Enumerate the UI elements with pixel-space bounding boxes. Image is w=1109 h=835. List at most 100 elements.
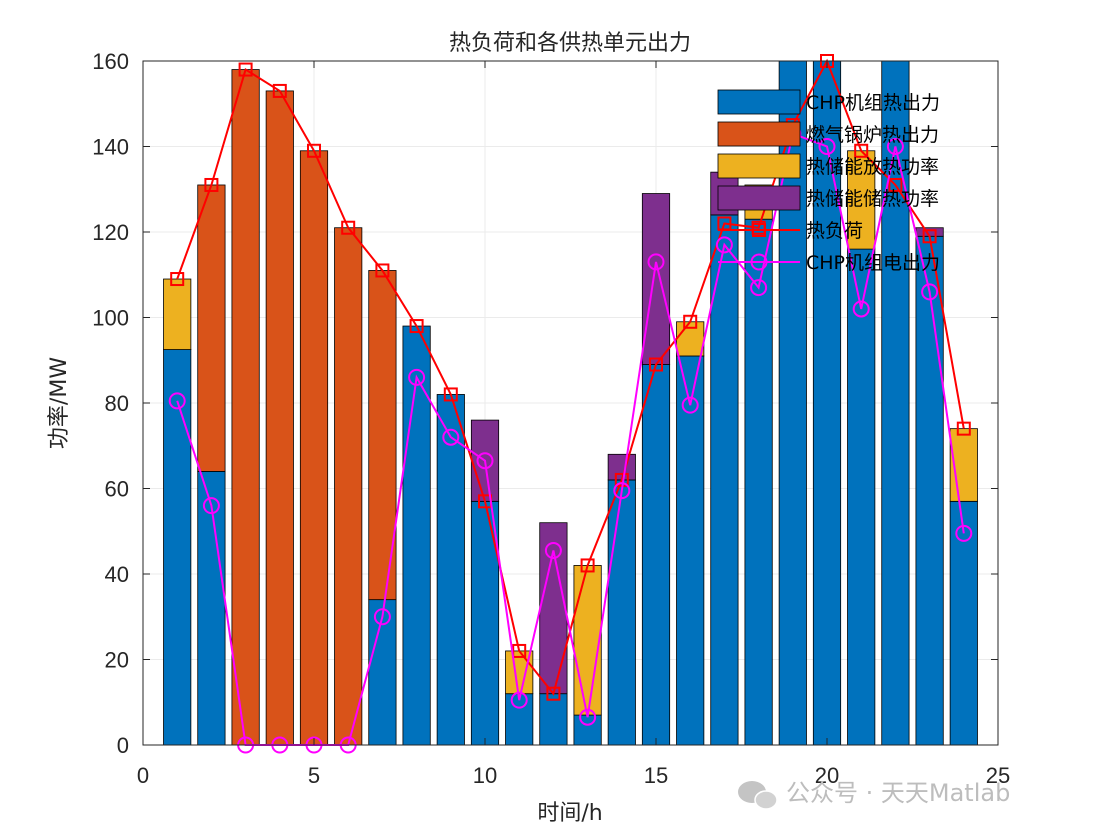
legend-label: 燃气锅炉热出力	[806, 124, 939, 146]
bar-segment	[197, 470, 226, 746]
bar-segment	[915, 235, 944, 746]
x-tick-label: 25	[986, 763, 1010, 788]
chart-title: 热负荷和各供热单元出力	[449, 31, 691, 56]
data-point-circle	[373, 608, 391, 626]
y-tick-label: 20	[105, 648, 129, 673]
data-point-square	[341, 220, 356, 235]
data-point-circle	[852, 300, 870, 318]
bar-segment	[368, 270, 397, 601]
data-point-circle	[715, 236, 733, 254]
y-tick-label: 120	[92, 220, 129, 245]
data-point-circle	[750, 279, 768, 297]
data-point-square	[443, 387, 458, 402]
bar-segment	[641, 193, 671, 365]
bar-segment	[607, 479, 636, 746]
data-point-square	[649, 357, 663, 372]
y-tick-label: 100	[92, 306, 129, 331]
bar-segment	[641, 364, 671, 746]
bars	[163, 60, 978, 746]
bar-segment	[402, 325, 431, 746]
data-point-square	[956, 421, 971, 436]
data-point-circle	[168, 392, 186, 410]
bar-segment	[197, 184, 226, 472]
bar-segment	[539, 693, 568, 746]
legend-label: CHP机组电出力	[806, 252, 940, 274]
data-point-circle	[408, 368, 426, 386]
data-point-square	[922, 229, 937, 244]
legend-swatch	[717, 185, 801, 211]
data-point-circle	[681, 396, 699, 414]
data-point-circle	[202, 497, 220, 515]
data-point-square	[512, 643, 527, 658]
bar-segment	[163, 278, 192, 350]
bar-segment	[607, 453, 636, 481]
legend-swatch	[717, 89, 801, 115]
data-point-circle	[442, 428, 460, 446]
data-point-square	[854, 143, 869, 158]
x-tick-label: 5	[308, 763, 320, 788]
legend-marker	[750, 253, 768, 271]
data-point-circle	[544, 541, 562, 559]
y-tick-label: 40	[105, 562, 129, 587]
x-axis-label: 时间/h	[537, 801, 602, 826]
bar-segment	[949, 500, 978, 746]
legend-label: 热储能储热功率	[806, 188, 939, 210]
watermark-text: 公众号 · 天天Matlab	[786, 779, 1010, 807]
data-point-square	[409, 319, 424, 334]
data-point-circle	[579, 708, 597, 726]
data-point-square	[375, 263, 390, 278]
bar-segment	[265, 90, 294, 746]
data-point-circle	[818, 138, 836, 155]
data-point-square	[888, 177, 903, 192]
y-tick-label: 160	[92, 49, 129, 74]
bar-segment	[744, 218, 773, 746]
y-tick-label: 140	[92, 135, 129, 160]
wechat-icon	[738, 781, 778, 810]
bar-segment	[505, 693, 534, 746]
bar-segment	[436, 394, 465, 746]
data-point-square	[204, 177, 219, 192]
legend-marker	[752, 223, 766, 237]
data-point-square	[170, 272, 185, 287]
data-point-circle	[955, 524, 973, 542]
bar-segment	[334, 227, 363, 746]
bar-segment	[470, 500, 500, 746]
legend-swatch	[717, 121, 801, 147]
data-point-square	[683, 314, 698, 329]
data-point-circle	[921, 283, 939, 301]
x-tick-label: 15	[644, 763, 668, 788]
bar-segment	[163, 349, 192, 746]
legend-label: CHP机组热出力	[806, 92, 940, 114]
data-point-circle	[647, 253, 665, 271]
data-point-square	[272, 83, 287, 98]
legend-label: 热负荷	[806, 220, 863, 242]
x-tick-label: 20	[815, 763, 839, 788]
y-axis-label: 功率/MW	[47, 357, 72, 449]
data-point-square	[238, 62, 253, 77]
x-tick-label: 0	[137, 763, 149, 788]
legend-swatch	[717, 153, 801, 179]
bar-segment	[676, 355, 705, 746]
data-point-square	[546, 686, 561, 701]
data-point-circle	[886, 138, 904, 155]
bar-segment	[368, 599, 397, 746]
bar-segment	[299, 150, 329, 746]
data-point-square	[580, 558, 595, 573]
y-tick-label: 60	[105, 477, 129, 502]
y-tick-label: 80	[105, 391, 129, 416]
x-tick-label: 10	[473, 763, 497, 788]
bar-segment	[573, 714, 602, 746]
y-tick-label: 0	[117, 733, 129, 758]
data-point-circle	[476, 452, 494, 470]
data-point-circle	[613, 482, 631, 500]
watermark: 公众号 · 天天Matlab	[738, 779, 1010, 810]
bar-segment	[231, 69, 260, 746]
ticks: 0 20 40 60 80 100 120 140 160 0 5 10 15 20 25	[92, 49, 1010, 788]
bar-segment	[847, 150, 876, 250]
bar-segment	[812, 60, 842, 746]
bar-segment	[539, 522, 568, 695]
data-point-circle	[510, 691, 528, 709]
data-point-square	[307, 143, 321, 158]
